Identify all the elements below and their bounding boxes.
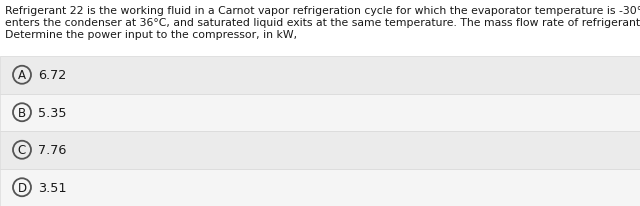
Text: 5.35: 5.35 — [38, 106, 67, 119]
FancyBboxPatch shape — [0, 57, 640, 94]
Text: Determine the power input to the compressor, in kW,: Determine the power input to the compres… — [5, 30, 297, 40]
Text: Refrigerant 22 is the working fluid in a Carnot vapor refrigeration cycle for wh: Refrigerant 22 is the working fluid in a… — [5, 6, 640, 16]
Text: D: D — [17, 181, 27, 194]
FancyBboxPatch shape — [0, 131, 640, 169]
Text: enters the condenser at 36°C, and saturated liquid exits at the same temperature: enters the condenser at 36°C, and satura… — [5, 18, 640, 28]
Text: 6.72: 6.72 — [38, 69, 67, 82]
Text: C: C — [18, 144, 26, 157]
FancyBboxPatch shape — [0, 94, 640, 131]
Text: B: B — [18, 106, 26, 119]
FancyBboxPatch shape — [0, 169, 640, 206]
Text: 7.76: 7.76 — [38, 144, 67, 157]
Text: 3.51: 3.51 — [38, 181, 67, 194]
Text: A: A — [18, 69, 26, 82]
